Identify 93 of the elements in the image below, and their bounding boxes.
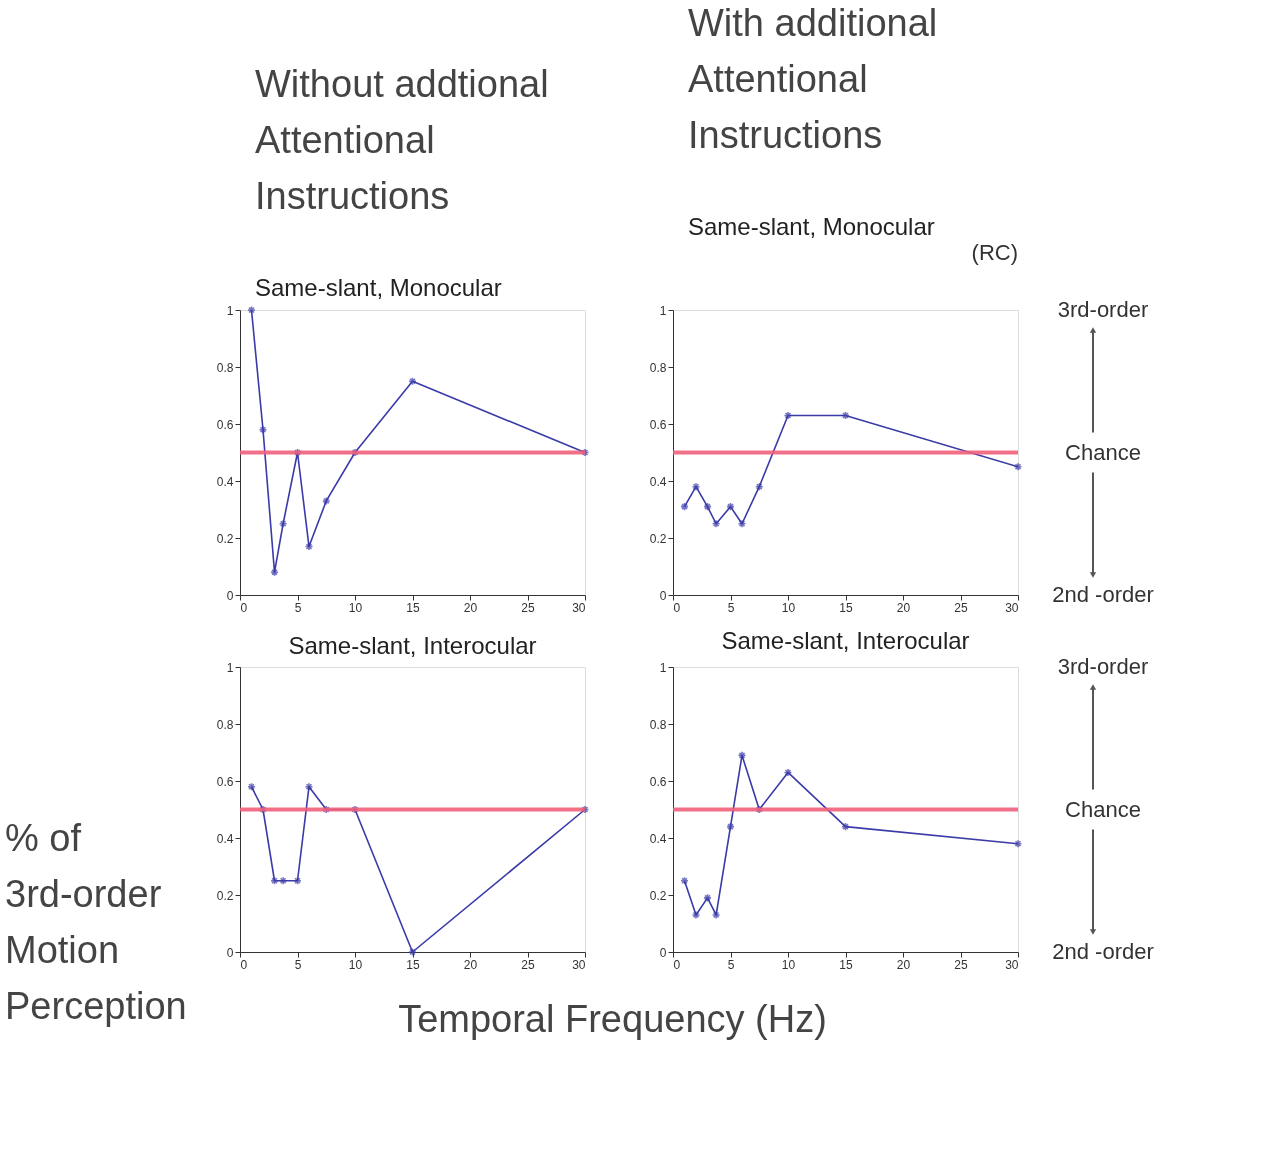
y-axis-title: % of 3rd-order Motion Perception xyxy=(5,817,187,1027)
x-tick-label: 30 xyxy=(572,600,586,615)
point xyxy=(408,947,417,957)
x-tick-label: 10 xyxy=(781,600,796,615)
y-tick-label: 0.8 xyxy=(649,360,667,375)
y-tick-label: 0.4 xyxy=(216,831,234,846)
x-tick-label: 10 xyxy=(781,957,796,972)
x-tick-label: 30 xyxy=(572,957,586,972)
x-tick-label: 30 xyxy=(1005,957,1019,972)
y-tick-label: 0.4 xyxy=(649,474,667,489)
text: (RC) xyxy=(971,240,1018,265)
point xyxy=(841,411,850,420)
y-tick-label: 0.6 xyxy=(649,417,667,432)
x-tick-label: 15 xyxy=(406,957,420,972)
text: 2nd -order xyxy=(1052,582,1154,607)
y-tick-label: 0.8 xyxy=(649,717,667,732)
y-tick-label: 0.4 xyxy=(216,474,234,489)
x-tick-label: 25 xyxy=(521,957,535,972)
chart-subtitle: Same-slant, Monocular xyxy=(688,213,935,240)
y-tick-label: 0.8 xyxy=(216,360,234,375)
chart-subtitle: Same-slant, Monocular xyxy=(255,274,502,302)
point xyxy=(841,822,850,831)
point xyxy=(711,910,721,920)
point xyxy=(783,411,793,420)
y-tick-label: 0.2 xyxy=(649,888,667,903)
point xyxy=(258,425,268,435)
x-tick-label: 20 xyxy=(896,600,911,615)
x-tick-label: 25 xyxy=(521,600,535,615)
text: 2nd -order xyxy=(1052,939,1154,964)
point xyxy=(691,482,701,492)
chart-title: With additional Attentional Instructions xyxy=(688,2,938,156)
text: 3rd-order xyxy=(1057,654,1149,679)
chart-title: Same-slant, Interocular xyxy=(721,627,970,654)
point xyxy=(321,496,331,506)
x-tick-label: 0 xyxy=(673,600,681,615)
x-tick-label: 15 xyxy=(406,600,420,615)
x-tick-label: 25 xyxy=(954,600,968,615)
y-tick-label: 0.2 xyxy=(216,888,234,903)
x-tick-label: 20 xyxy=(463,957,478,972)
point xyxy=(783,768,793,777)
point xyxy=(703,893,712,903)
x-tick-label: 15 xyxy=(839,600,853,615)
y-tick-label: 0 xyxy=(226,588,234,603)
point xyxy=(293,448,302,457)
x-tick-label: 0 xyxy=(240,600,248,615)
y-tick-label: 1 xyxy=(226,303,234,318)
y-tick-label: 0.6 xyxy=(216,417,234,432)
y-tick-label: 0.2 xyxy=(216,531,234,546)
x-tick-label: 5 xyxy=(294,957,302,972)
point xyxy=(293,876,302,886)
text: Chance xyxy=(1065,439,1141,465)
y-tick-label: 0 xyxy=(659,588,667,603)
point xyxy=(703,502,712,511)
x-tick-label: 0 xyxy=(673,957,681,972)
y-tick-label: 1 xyxy=(659,660,667,675)
point xyxy=(737,519,747,529)
point xyxy=(691,910,701,920)
y-tick-label: 0.6 xyxy=(216,774,234,789)
x-tick-label: 10 xyxy=(348,957,363,972)
x-axis-title: Temporal Frequency (Hz) xyxy=(398,998,827,1040)
point xyxy=(408,376,417,386)
x-tick-label: 15 xyxy=(839,957,853,972)
point xyxy=(726,822,735,831)
x-tick-label: 0 xyxy=(240,957,248,972)
text: Chance xyxy=(1065,796,1141,822)
point xyxy=(278,519,288,529)
point xyxy=(258,805,268,814)
y-tick-label: 0.8 xyxy=(216,717,234,732)
y-tick-label: 0.6 xyxy=(649,774,667,789)
point xyxy=(350,448,360,457)
chart-title: Same-slant, Interocular xyxy=(288,632,537,659)
y-tick-label: 0 xyxy=(659,945,667,960)
point xyxy=(304,542,314,551)
point xyxy=(737,751,747,760)
chart-title: Without addtional Attentional Instructions xyxy=(255,63,549,218)
y-tick-label: 0.2 xyxy=(649,531,667,546)
x-tick-label: 20 xyxy=(896,957,911,972)
y-tick-label: 0 xyxy=(226,945,234,960)
x-tick-label: 5 xyxy=(727,957,735,972)
point xyxy=(711,519,721,529)
x-tick-label: 10 xyxy=(348,600,363,615)
x-tick-label: 5 xyxy=(294,600,302,615)
x-tick-label: 30 xyxy=(1005,600,1019,615)
x-tick-label: 20 xyxy=(463,600,478,615)
point xyxy=(304,782,314,792)
point xyxy=(726,502,735,511)
x-tick-label: 25 xyxy=(954,957,968,972)
point xyxy=(754,482,764,492)
y-tick-label: 1 xyxy=(659,303,667,318)
x-tick-label: 5 xyxy=(727,600,735,615)
y-tick-label: 0.4 xyxy=(649,831,667,846)
text: 3rd-order xyxy=(1057,297,1149,322)
y-tick-label: 1 xyxy=(226,660,234,675)
